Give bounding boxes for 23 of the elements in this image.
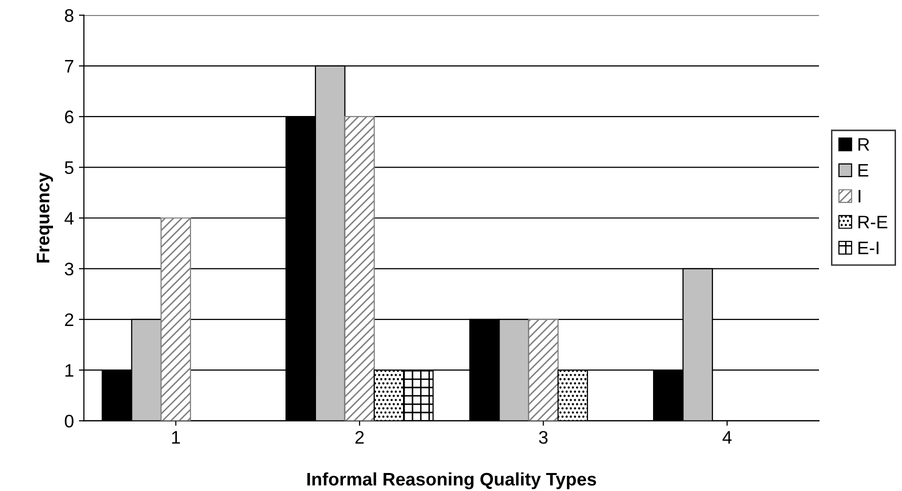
y-tick-label: 6 xyxy=(65,110,74,124)
legend-label: R-E xyxy=(858,216,888,228)
x-axis-title: Informal Reasoning Quality Types xyxy=(307,472,596,490)
y-tick-label: 3 xyxy=(64,262,74,276)
y-tick-label: 7 xyxy=(65,60,74,72)
bar xyxy=(160,217,192,421)
x-tick-label: 2 xyxy=(355,430,364,444)
x-tick-label: 1 xyxy=(172,431,180,444)
legend-label: E xyxy=(858,164,868,177)
legend-label: I xyxy=(858,190,860,202)
bar xyxy=(528,318,559,421)
bar xyxy=(344,116,375,421)
y-axis-title: Frequency xyxy=(36,172,54,262)
x-tick-label: 4 xyxy=(722,431,732,444)
y-tick-label: 5 xyxy=(64,161,74,174)
y-tick-label: 1 xyxy=(66,364,74,377)
y-tick-label: 4 xyxy=(64,212,74,225)
y-tick-label: 8 xyxy=(64,9,74,22)
legend-label: R xyxy=(858,138,870,151)
x-tick-label: 3 xyxy=(539,430,548,444)
y-tick-label: 2 xyxy=(65,313,74,326)
legend-label: E-I xyxy=(858,242,878,254)
y-tick-label: 0 xyxy=(64,414,74,428)
